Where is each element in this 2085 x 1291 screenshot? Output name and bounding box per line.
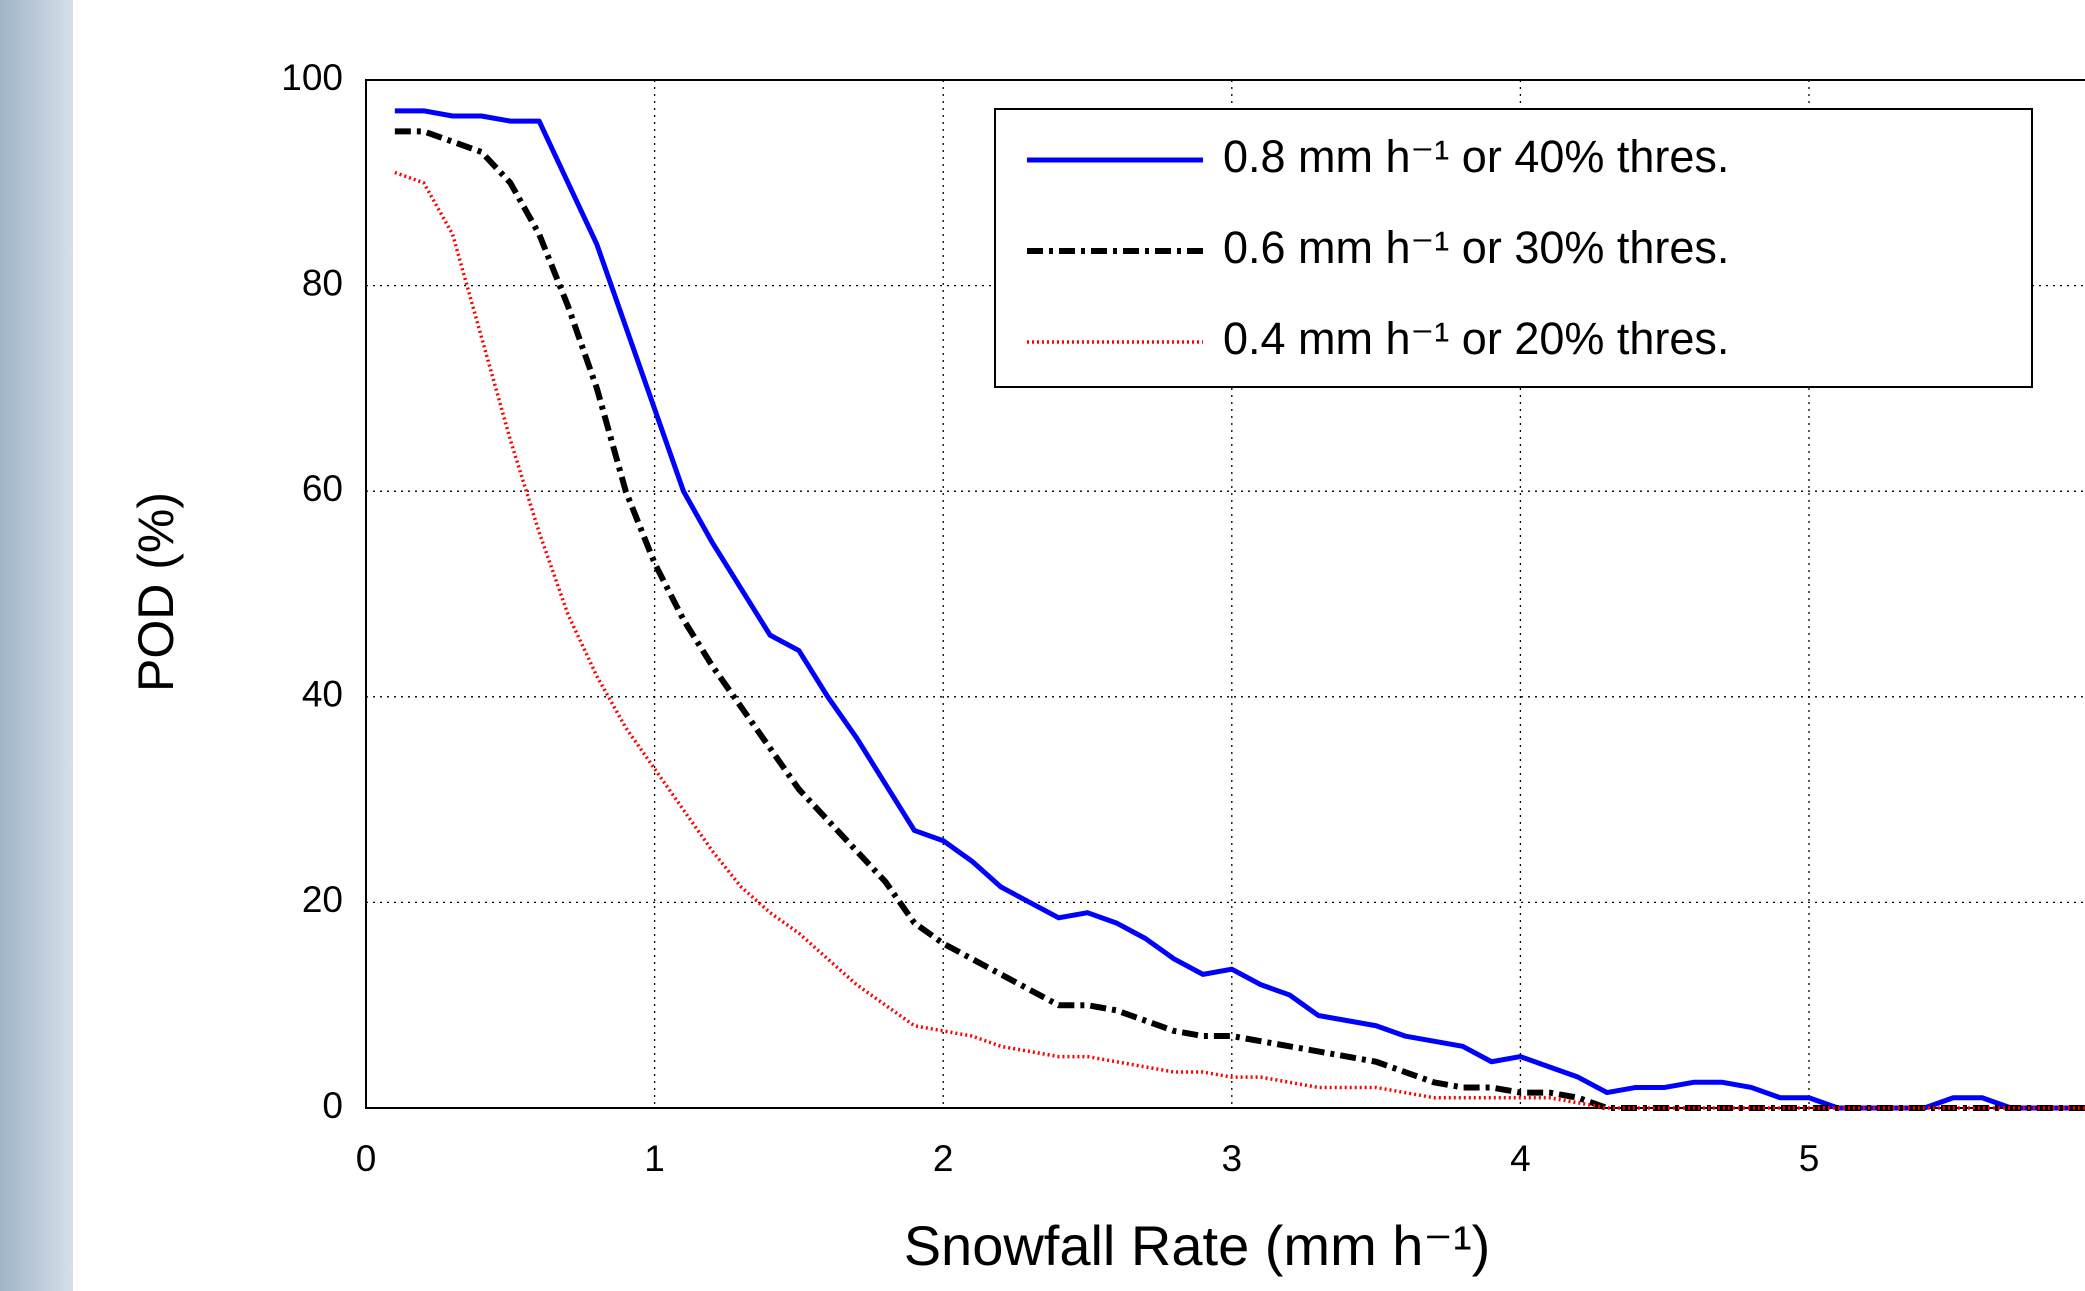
x-tick-label: 5 — [1799, 1138, 1820, 1179]
legend-label: 0.8 mm h⁻¹ or 40% thres. — [1223, 131, 1729, 182]
y-tick-label: 20 — [302, 879, 343, 920]
y-axis-label: POD (%) — [128, 492, 184, 692]
x-tick-label: 3 — [1222, 1138, 1243, 1179]
legend-label: 0.4 mm h⁻¹ or 20% thres. — [1223, 313, 1729, 364]
y-tick-label: 80 — [302, 262, 343, 303]
y-tick-label: 60 — [302, 468, 343, 509]
y-tick-label: 100 — [281, 57, 343, 98]
x-axis-label: Snowfall Rate (mm h⁻¹) — [904, 1214, 1491, 1277]
x-tick-label: 4 — [1510, 1138, 1531, 1179]
series-line — [394, 108, 2085, 1111]
x-tick-label: 0 — [356, 1138, 377, 1179]
legend-label: 0.6 mm h⁻¹ or 30% thres. — [1223, 222, 1729, 273]
plot-frame — [365, 79, 2085, 1109]
y-tick-label: 40 — [302, 674, 343, 715]
x-tick-label: 1 — [644, 1138, 665, 1179]
y-tick-label: 0 — [322, 1085, 343, 1126]
x-tick-label: 2 — [933, 1138, 954, 1179]
series-line — [394, 170, 2085, 1110]
side-strip — [0, 0, 73, 1291]
